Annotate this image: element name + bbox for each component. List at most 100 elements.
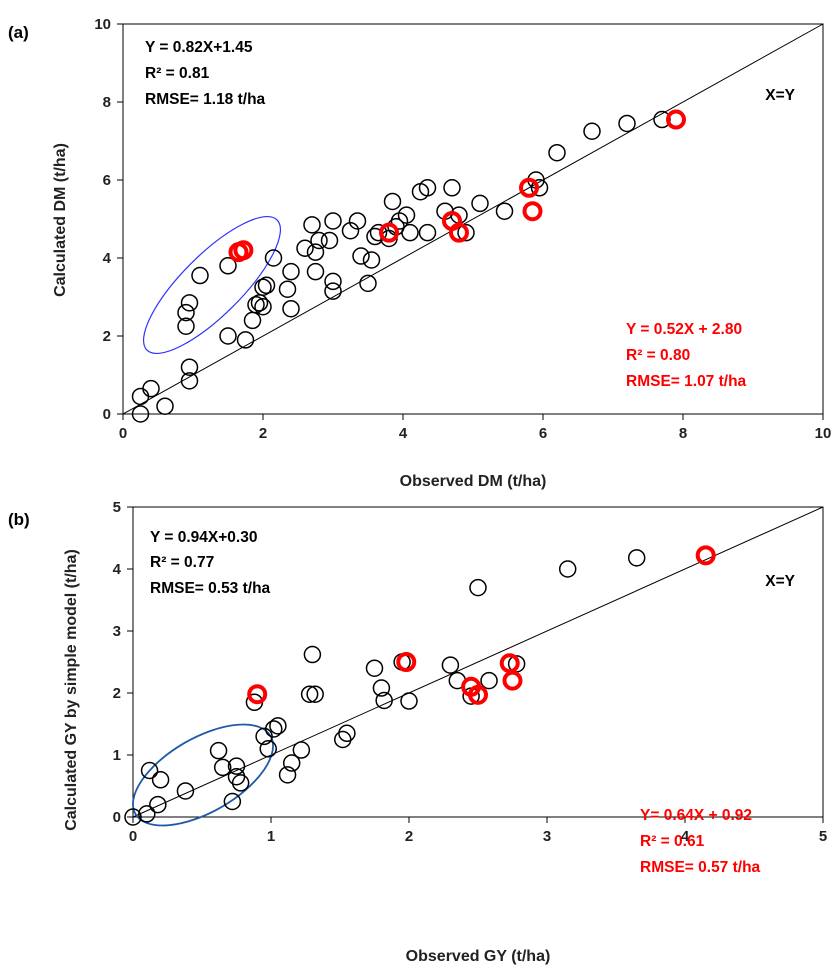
panel-a-black-point <box>306 262 325 281</box>
panel-b-x-tick-label: 3 <box>543 828 551 845</box>
panel-b-y-tick-label: 3 <box>113 623 121 640</box>
panel-a-black-point <box>359 274 377 293</box>
panel-b-y-ticks: 0 1 2 3 4 5 <box>113 499 133 826</box>
panel-b-x-tick-label: 1 <box>267 828 275 845</box>
panel-a-black-point <box>264 249 283 267</box>
panel-a-black-point <box>278 280 297 298</box>
panel-a-black-point <box>457 223 475 242</box>
panel-a-black-point <box>324 272 342 291</box>
panel-b-red-fit-equation: Y= 0.64X + 0.92 <box>640 807 752 824</box>
panel-b-x-ticks: 0 1 2 3 4 5 <box>129 817 827 845</box>
panel-b-black-point <box>278 766 297 784</box>
panel-b-points <box>124 545 716 826</box>
panel-a-x-tick-label: 2 <box>259 425 267 442</box>
panel-b-x-axis-label: Observed GY (t/ha) <box>406 948 551 965</box>
panel-a-red-point <box>522 201 543 222</box>
panel-a-black-point <box>341 221 360 240</box>
panel-b-red-point <box>502 670 523 691</box>
panel-a-y-tick-label: 2 <box>103 328 111 345</box>
panel-a-y-ticks: 0 2 4 6 8 10 <box>94 16 123 423</box>
panel-a-y-axis-label: Calculated DM (t/ha) <box>52 143 69 297</box>
panel-a-y-tick-label: 8 <box>103 94 111 111</box>
panel-b-black-point <box>627 549 646 567</box>
panel-b-x-tick-label: 4 <box>681 828 690 845</box>
panel-a-label: (a) <box>8 23 29 42</box>
panel-b-black-point <box>441 656 460 674</box>
panel-a-black-point <box>236 331 255 349</box>
panel-b-black-point <box>149 795 167 814</box>
panel-b-black-point <box>231 774 250 792</box>
panel-b-black-point <box>372 679 391 697</box>
panel-b-black-point <box>306 685 324 703</box>
panel-a-black-point <box>254 278 272 296</box>
panel-a: (a) X=Y 0 2 4 6 8 10 0 2 4 6 8 10 Observed DM (t/h… <box>8 16 831 490</box>
panel-a-y-tick-label: 10 <box>94 16 111 33</box>
panel-b-y-tick-label: 1 <box>113 747 121 764</box>
panel-a-black-fit-equation: Y = 0.82X+1.45 <box>145 39 253 56</box>
panel-a-black-point <box>348 212 367 230</box>
panel-a-black-point <box>397 206 416 224</box>
panel-b-black-point <box>365 659 384 677</box>
panel-b: (b) X=Y 0 1 2 3 4 5 0 1 2 3 4 5 Observed GY (t/ha)… <box>8 499 827 965</box>
panel-b-y-axis-label: Calculated GY by simple model (t/ha) <box>63 549 80 831</box>
panel-a-black-point <box>131 405 150 423</box>
panel-b-black-point <box>469 578 487 597</box>
panel-a-black-point <box>131 387 150 406</box>
panel-b-black-fit-rmse: RMSE= 0.53 t/ha <box>150 580 271 597</box>
panel-a-black-point <box>530 179 549 197</box>
panel-a-black-point <box>383 192 402 211</box>
panel-b-red-point <box>247 684 268 705</box>
panel-b-black-fit-r2: R² = 0.77 <box>150 554 214 571</box>
panel-a-red-point <box>519 177 539 198</box>
panel-a-red-fit-equation: Y = 0.52X + 2.80 <box>626 321 742 338</box>
panel-a-x-tick-label: 8 <box>679 425 687 442</box>
panel-a-points <box>131 109 686 423</box>
panel-b-x-tick-label: 5 <box>819 828 827 845</box>
panel-a-identity-line <box>122 23 824 415</box>
panel-a-black-point <box>443 179 461 197</box>
panel-b-y-tick-label: 5 <box>113 499 121 516</box>
panel-a-black-point <box>282 262 300 281</box>
panel-a-black-point <box>156 397 174 415</box>
panel-b-identity-label: X=Y <box>765 573 795 590</box>
panel-b-black-point <box>300 685 319 703</box>
panel-b-red-fit-rmse: RMSE= 0.57 t/ha <box>640 859 761 876</box>
panel-a-black-point <box>583 122 601 140</box>
panel-a-black-fit-rmse: RMSE= 1.18 t/ha <box>145 91 266 108</box>
panel-a-black-point <box>254 298 272 316</box>
panel-a-x-tick-label: 4 <box>399 425 408 442</box>
panel-b-y-tick-label: 4 <box>113 561 122 578</box>
panel-a-red-point <box>379 222 399 243</box>
panel-b-red-point <box>695 545 716 566</box>
panel-b-black-point <box>292 741 311 759</box>
panel-a-black-point <box>303 216 321 234</box>
panel-a-black-point <box>219 257 237 275</box>
panel-b-black-point <box>265 720 283 738</box>
panel-a-black-point <box>401 223 419 242</box>
panel-a-black-point <box>352 247 370 265</box>
panel-a-x-ticks: 0 2 4 6 8 10 <box>119 414 831 442</box>
panel-a-black-point <box>324 282 342 300</box>
panel-a-red-fit-rmse: RMSE= 1.07 t/ha <box>626 373 747 390</box>
panel-a-black-point <box>247 296 265 314</box>
panel-a-x-axis-label: Observed DM (t/ha) <box>400 473 547 490</box>
panel-b-black-point <box>227 757 246 775</box>
panel-b-label: (b) <box>8 510 30 529</box>
panel-a-red-fit-r2: R² = 0.80 <box>626 347 690 364</box>
panel-b-black-point <box>558 560 577 578</box>
panel-a-black-point <box>180 294 199 312</box>
panel-a-black-point <box>142 379 160 398</box>
panel-b-black-point <box>209 741 228 760</box>
panel-b-black-point <box>176 782 195 800</box>
panel-a-black-point <box>418 179 437 197</box>
panel-a-black-point <box>548 143 566 162</box>
panel-b-y-tick-label: 2 <box>113 685 121 702</box>
panel-a-x-tick-label: 6 <box>539 425 547 442</box>
panel-a-y-tick-label: 4 <box>103 250 112 267</box>
panel-b-x-tick-label: 0 <box>129 828 137 845</box>
panel-a-black-point <box>471 194 489 213</box>
panel-b-black-point <box>375 691 393 710</box>
panel-a-black-point <box>243 311 262 330</box>
panel-a-plot-frame <box>122 23 824 415</box>
